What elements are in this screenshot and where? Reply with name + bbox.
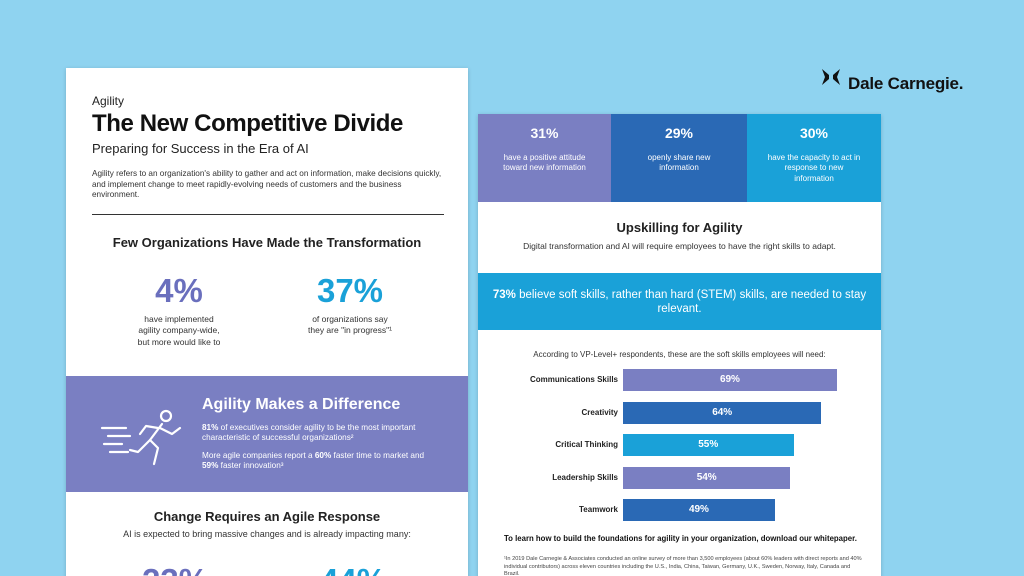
tile-caption: have a positive attitude toward new info… [503, 153, 586, 173]
stat-caption-line: they are "in progress"¹ [308, 325, 392, 336]
tile-value: 29% [664, 125, 694, 141]
running-person-icon [100, 409, 182, 466]
bar-label: Teamwork [579, 505, 618, 514]
bar-row: Communications Skills 69% [478, 369, 881, 391]
stat-value: 37% [316, 272, 384, 309]
stat-value-partial: 23% [142, 562, 208, 576]
infographic-page-left: Agility The New Competitive Divide Prepa… [66, 68, 468, 576]
band-title: Agility Makes a Difference [202, 396, 401, 413]
bar: 49% [623, 499, 775, 521]
page-title: The New Competitive Divide [92, 110, 403, 137]
bar-label: Creativity [581, 407, 618, 417]
stat-caption: of organizations say they are "in progre… [275, 314, 425, 337]
tile-caption: have the capacity to act in response to … [767, 153, 861, 183]
bar: 64% [623, 401, 822, 424]
chart-intro: According to VP-Level+ respondents, thes… [533, 350, 826, 359]
bar-row: Leadership Skills 54% [478, 466, 881, 489]
band-paragraph: More agile companies report a 60% faster… [202, 451, 442, 472]
section-heading-change: Change Requires an Agile Response [153, 509, 381, 524]
band-highlight: 59% [202, 461, 219, 471]
bowtie-logo-icon [820, 66, 842, 88]
band-text: faster time to market and [331, 451, 425, 460]
intro-paragraph: Agility refers to an organization's abil… [92, 169, 442, 199]
stat-value: 4% [155, 272, 203, 309]
bar-label: Communications Skills [529, 375, 618, 384]
stat-tile: 30% have the capacity to act in response… [747, 114, 881, 202]
band-paragraph: 81% of executives consider agility to be… [202, 423, 442, 444]
band-highlight: 81% [202, 423, 219, 432]
bar: 54% [623, 466, 791, 489]
bar-row: Critical Thinking 55% [478, 434, 881, 456]
band-text: faster innovation³ [218, 461, 284, 471]
brand-logo: Dale Carnegie. [820, 60, 964, 94]
bar-label: Leadership Skills [552, 472, 618, 482]
soft-skills-text: believe soft skills, rather than hard (S… [515, 289, 867, 315]
bar-row: Teamwork 49% [478, 499, 881, 521]
tile-caption: openly share new information [647, 153, 711, 173]
tile-value: 31% [530, 125, 559, 141]
stat-caption-line: but more would like to [137, 336, 221, 347]
divider [92, 214, 444, 215]
infographic-page-right: 31% have a positive attitude toward new … [478, 114, 881, 576]
stat-tile: 31% have a positive attitude toward new … [478, 114, 611, 202]
band-highlight: 60% [314, 451, 332, 460]
section-heading-upskilling: Upskilling for Agility [616, 220, 743, 235]
stat-caption: have implemented agility company-wide, b… [104, 314, 254, 348]
upskilling-subtext: Digital transformation and AI will requi… [523, 241, 836, 251]
stat-caption-line: of organizations say [312, 314, 388, 324]
section-heading-transformation: Few Organizations Have Made the Transfor… [112, 235, 422, 250]
bar: 69% [623, 369, 837, 391]
stat-value-partial: 44% [320, 562, 386, 576]
stat-caption-line: agility company-wide, [138, 325, 220, 336]
agility-band: Agility Makes a Difference 81% of execut… [66, 376, 468, 492]
band-text: of executives consider agility to be the… [202, 423, 416, 443]
whitepaper-cta[interactable]: To learn how to build the foundations fo… [504, 534, 857, 543]
page-subtitle: Preparing for Success in the Era of AI [92, 141, 309, 156]
bar: 55% [623, 434, 794, 456]
brand-name: Dale Carnegie. [848, 74, 964, 93]
soft-skills-band: 73% believe soft skills, rather than har… [478, 273, 881, 330]
change-text: AI is expected to bring massive changes … [123, 529, 411, 539]
tile-value: 30% [799, 125, 829, 141]
footnote: ¹In 2019 Dale Carnegie & Associates cond… [504, 556, 862, 576]
bar-row: Creativity 64% [478, 401, 881, 424]
stat-caption-line: have implemented [144, 314, 214, 324]
stat-tile: 29% openly share new information [611, 114, 747, 202]
soft-skills-highlight: 73% [492, 289, 516, 301]
band-text: More agile companies report a [202, 451, 315, 460]
page-kicker: Agility [92, 94, 125, 108]
bar-label: Critical Thinking [555, 440, 618, 449]
stat-tiles: 31% have a positive attitude toward new … [478, 114, 881, 202]
